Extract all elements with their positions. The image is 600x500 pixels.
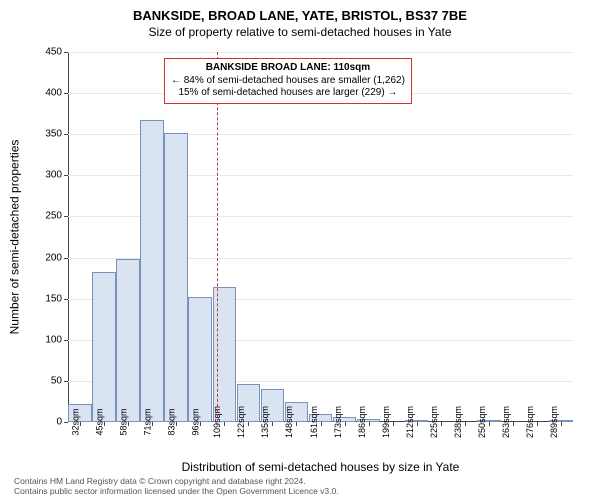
x-tick-mark [224, 422, 225, 426]
x-tick-label: 238sqm [449, 406, 463, 438]
histogram-bar [140, 120, 164, 422]
y-tick-label: 200 [45, 252, 68, 263]
x-tick-label: 148sqm [280, 406, 294, 438]
chart-title-main: BANKSIDE, BROAD LANE, YATE, BRISTOL, BS3… [0, 0, 600, 23]
x-tick-mark [417, 422, 418, 426]
x-tick-label: 135sqm [256, 406, 270, 438]
x-tick-label: 32sqm [67, 408, 81, 435]
y-tick-label: 400 [45, 88, 68, 99]
info-box: BANKSIDE BROAD LANE: 110sqm← 84% of semi… [164, 58, 412, 104]
x-tick-mark [393, 422, 394, 426]
x-tick-label: 161sqm [304, 406, 318, 438]
y-tick-label: 50 [51, 375, 68, 386]
chart-title-sub: Size of property relative to semi-detach… [0, 23, 600, 39]
x-tick-mark [248, 422, 249, 426]
reference-line [217, 52, 218, 422]
x-tick-label: 199sqm [377, 406, 391, 438]
y-tick-label: 350 [45, 129, 68, 140]
histogram-bar [188, 297, 212, 422]
y-tick-label: 300 [45, 170, 68, 181]
x-tick-mark [465, 422, 466, 426]
x-tick-label: 96sqm [187, 408, 201, 435]
x-tick-label: 250sqm [473, 406, 487, 438]
x-axis-label: Distribution of semi-detached houses by … [68, 460, 573, 474]
x-tick-label: 122sqm [232, 406, 246, 438]
x-tick-label: 71sqm [139, 408, 153, 435]
info-box-caption: BANKSIDE BROAD LANE: 110sqm [171, 62, 405, 75]
info-box-line1: ← 84% of semi-detached houses are smalle… [171, 75, 405, 88]
y-tick-label: 450 [45, 47, 68, 58]
y-tick-label: 150 [45, 293, 68, 304]
x-tick-label: 58sqm [115, 408, 129, 435]
y-tick-label: 250 [45, 211, 68, 222]
histogram-bar [92, 272, 116, 422]
x-tick-mark [537, 422, 538, 426]
histogram-bar [164, 133, 188, 422]
x-tick-mark [513, 422, 514, 426]
footer-line2: Contains public sector information licen… [14, 486, 339, 496]
x-tick-label: 173sqm [329, 406, 343, 438]
y-axis-label: Number of semi-detached properties [6, 52, 22, 422]
x-tick-label: 212sqm [401, 406, 415, 438]
footer-attribution: Contains HM Land Registry data © Crown c… [14, 476, 339, 496]
x-tick-mark [441, 422, 442, 426]
x-tick-label: 83sqm [163, 408, 177, 435]
x-tick-mark [345, 422, 346, 426]
chart-container: BANKSIDE, BROAD LANE, YATE, BRISTOL, BS3… [0, 0, 600, 500]
x-tick-mark [561, 422, 562, 426]
y-tick-label: 100 [45, 334, 68, 345]
x-tick-mark [321, 422, 322, 426]
info-box-line2: 15% of semi-detached houses are larger (… [171, 87, 405, 100]
plot-area: 05010015020025030035040045032sqm45sqm58s… [68, 52, 573, 422]
grid-line [68, 52, 573, 53]
x-tick-mark [369, 422, 370, 426]
x-tick-label: 109sqm [208, 406, 222, 438]
histogram-bar [116, 259, 140, 422]
x-tick-label: 225sqm [425, 406, 439, 438]
x-tick-mark [272, 422, 273, 426]
footer-line1: Contains HM Land Registry data © Crown c… [14, 476, 339, 486]
x-tick-label: 263sqm [497, 406, 511, 438]
x-tick-label: 186sqm [353, 406, 367, 438]
x-tick-label: 276sqm [521, 406, 535, 438]
x-tick-label: 45sqm [91, 408, 105, 435]
x-tick-mark [296, 422, 297, 426]
x-tick-mark [489, 422, 490, 426]
x-tick-label: 289sqm [545, 406, 559, 438]
y-axis-line [68, 52, 69, 422]
